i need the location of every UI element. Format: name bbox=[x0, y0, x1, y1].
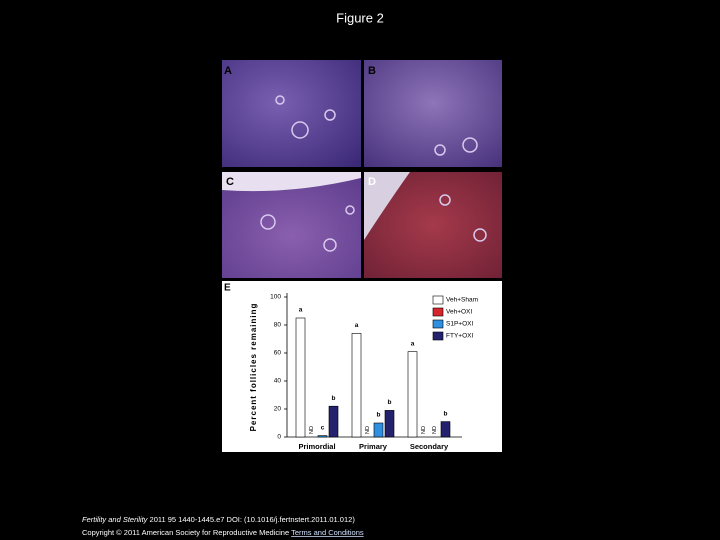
histology-image bbox=[222, 60, 361, 167]
legend-swatch bbox=[432, 295, 444, 305]
copyright-text: Copyright © 2011 American Society for Re… bbox=[82, 528, 289, 537]
significance-letter: a bbox=[299, 307, 303, 314]
panel-label: C bbox=[226, 176, 234, 188]
bar bbox=[440, 421, 451, 438]
missing-label: ND bbox=[421, 426, 427, 434]
significance-letter: b bbox=[444, 410, 448, 417]
y-tick-label: 100 bbox=[270, 294, 281, 301]
terms-link[interactable]: Terms and Conditions bbox=[291, 528, 364, 537]
significance-letter: b bbox=[332, 395, 336, 402]
figure-title: Figure 2 bbox=[336, 10, 384, 25]
significance-letter: b bbox=[388, 399, 392, 406]
legend-label: Veh+Sham bbox=[446, 297, 478, 304]
significance-letter: b bbox=[377, 412, 381, 419]
y-tick-label: 40 bbox=[274, 378, 282, 385]
panel-label: D bbox=[368, 176, 376, 188]
missing-label: ND bbox=[432, 426, 438, 434]
significance-letter: a bbox=[355, 322, 359, 329]
legend-label: S1P+OXI bbox=[446, 321, 473, 328]
bar bbox=[407, 351, 418, 438]
copyright: Copyright © 2011 American Society for Re… bbox=[82, 528, 364, 537]
x-tick-label: Primary bbox=[359, 442, 388, 451]
y-tick-label: 20 bbox=[274, 406, 282, 413]
tissue-edge bbox=[222, 172, 361, 192]
chart-panel bbox=[222, 281, 502, 452]
histology-image bbox=[364, 60, 502, 167]
citation-rest: 2011 95 1440-1445.e7 DOI: (10.1016/j.fer… bbox=[150, 515, 356, 524]
panel-label: E bbox=[224, 283, 231, 294]
y-tick-label: 80 bbox=[274, 322, 282, 329]
citation: Fertility and Sterility 2011 95 1440-144… bbox=[82, 515, 355, 524]
y-tick-label: 60 bbox=[274, 350, 282, 357]
x-tick-label: Secondary bbox=[410, 442, 449, 451]
missing-label: ND bbox=[309, 426, 315, 434]
bar bbox=[373, 422, 384, 438]
bar bbox=[295, 317, 306, 438]
legend-label: Veh+OXI bbox=[446, 309, 472, 316]
legend-label: FTY+OXI bbox=[446, 333, 473, 340]
missing-label: ND bbox=[365, 426, 371, 434]
bar bbox=[351, 333, 362, 438]
y-axis-label: Percent follicles remaining bbox=[249, 303, 258, 432]
legend-swatch bbox=[432, 307, 444, 317]
tissue-edge bbox=[364, 172, 410, 240]
bar bbox=[317, 435, 328, 438]
bar bbox=[328, 405, 339, 438]
x-tick-label: Primordial bbox=[298, 442, 335, 451]
significance-letter: c bbox=[321, 424, 325, 431]
panel-label: A bbox=[224, 65, 232, 77]
significance-letter: a bbox=[411, 340, 415, 347]
panel-label: B bbox=[368, 65, 376, 77]
bar bbox=[384, 410, 395, 438]
journal: Fertility and Sterility bbox=[82, 515, 149, 524]
y-tick-label: 0 bbox=[277, 434, 281, 441]
follicles bbox=[260, 95, 487, 252]
legend-swatch bbox=[432, 331, 444, 341]
legend-swatch bbox=[432, 319, 444, 329]
